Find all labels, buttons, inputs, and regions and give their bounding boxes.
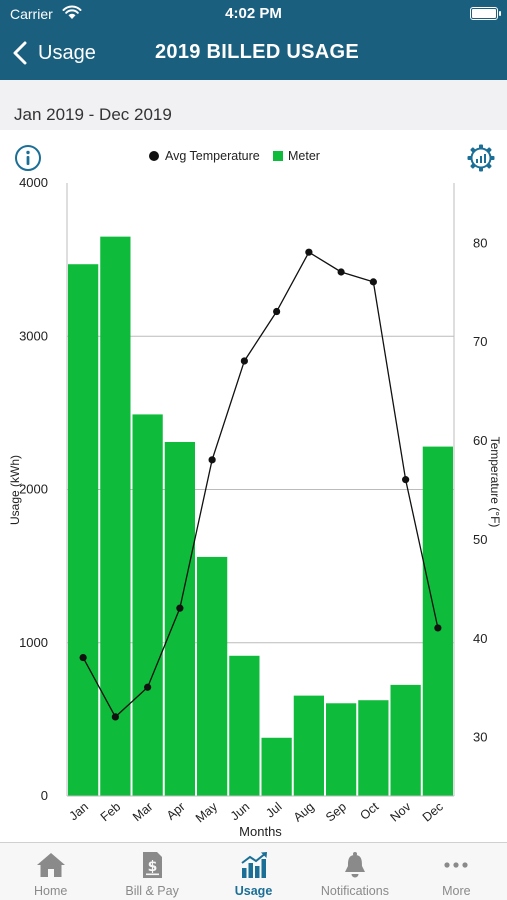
temperature-point-jan: [79, 653, 87, 662]
temperature-point-jun: [240, 357, 248, 365]
back-button[interactable]: Usage: [12, 38, 96, 68]
temperature-point-mar: [144, 683, 152, 691]
bar-jul: [261, 737, 292, 796]
legend-label-temperature: Avg Temperature: [165, 149, 260, 163]
tab-more[interactable]: More: [406, 843, 507, 900]
usage-chart-icon: [240, 852, 267, 878]
y2-tick-label-4: 70: [473, 334, 487, 349]
x-tick-label-nov: Nov: [388, 799, 415, 824]
bar-feb: [100, 236, 131, 796]
y-tick-label-3: 3000: [19, 328, 48, 343]
bar-may: [197, 556, 228, 796]
home-icon: [36, 853, 65, 877]
date-range-bar: Jan 2019 - Dec 2019: [0, 80, 507, 130]
x-tick-label-sep: Sep: [323, 800, 349, 825]
x-tick-label-aug: Aug: [291, 800, 317, 825]
bar-apr: [164, 441, 195, 796]
gear-icon[interactable]: [466, 143, 496, 173]
status-time: 4:02 PM: [225, 5, 282, 22]
temperature-point-may: [208, 456, 216, 464]
tab-notifications[interactable]: Notifications: [304, 843, 405, 900]
legend-label-meter: Meter: [288, 149, 320, 163]
bar-jun: [229, 655, 260, 796]
tab-notifications-label: Notifications: [320, 884, 389, 898]
y2-tick-label-1: 40: [473, 631, 487, 646]
more-icon: [444, 862, 468, 868]
temperature-point-sep: [337, 268, 345, 276]
y2-tick-label-5: 80: [473, 235, 487, 250]
bar-mar: [132, 414, 163, 796]
battery-icon: [470, 7, 498, 20]
y-tick-label-2: 2000: [19, 482, 48, 497]
x-tick-label-feb: Feb: [98, 800, 124, 825]
bar-dec: [422, 446, 453, 796]
y-axis-title: Usage (kWh): [8, 455, 22, 525]
usage-chart: 0 1000 2000 3000 4000 30 40 50 60 70 80 Jan Feb Mar Ap…: [0, 130, 507, 842]
tab-home-label: Home: [34, 884, 68, 898]
carrier-label: Carrier: [10, 6, 53, 22]
y2-tick-label-0: 30: [473, 730, 487, 745]
temperature-line: [82, 251, 439, 718]
y-tick-label-4: 4000: [19, 175, 48, 190]
bar-sep: [326, 703, 357, 796]
bill-icon: $: [143, 852, 163, 878]
wifi-icon: [62, 5, 82, 19]
battery-cap: [499, 11, 501, 16]
temperature-point-aug: [305, 248, 313, 256]
legend-marker-meter: [273, 151, 283, 161]
bar-aug: [293, 695, 324, 796]
x-tick-label-jul: Jul: [263, 800, 284, 821]
temperature-point-oct: [369, 278, 377, 286]
temperature-point-jul: [273, 307, 281, 316]
x-axis-title: Months: [239, 824, 282, 839]
y-tick-label-1: 1000: [19, 635, 48, 650]
x-tick-label-jun: Jun: [228, 800, 252, 824]
back-button-label: Usage: [38, 41, 96, 64]
tab-more-label: More: [442, 884, 471, 898]
y2-axis-title: Temperature (°F): [488, 437, 502, 528]
tab-bar: Home $ Bill & Pay Usage Notifications: [0, 842, 507, 900]
x-tick-label-apr: Apr: [164, 800, 188, 823]
page-title: 2019 BILLED USAGE: [155, 41, 360, 63]
nav-bar: Usage 2019 BILLED USAGE: [0, 28, 507, 80]
x-tick-label-dec: Dec: [420, 800, 446, 825]
x-tick-label-oct: Oct: [357, 799, 381, 823]
tab-bill-pay[interactable]: $ Bill & Pay: [101, 843, 202, 900]
bar-nov: [390, 684, 421, 796]
legend-marker-temperature: [149, 151, 159, 161]
svg-text:$: $: [148, 859, 158, 875]
tab-bill-pay-label: Bill & Pay: [125, 884, 179, 898]
info-icon[interactable]: [14, 144, 42, 172]
temperature-point-nov: [402, 476, 410, 484]
bell-icon: [344, 852, 365, 878]
y2-tick-label-2: 50: [473, 532, 487, 547]
tab-usage-label: Usage: [234, 884, 273, 898]
temperature-point-apr: [176, 604, 184, 612]
y-tick-label-0: 0: [41, 788, 48, 803]
y2-tick-label-3: 60: [473, 433, 487, 448]
status-bar: Carrier 4:02 PM: [0, 0, 507, 28]
tab-usage[interactable]: Usage: [203, 843, 304, 900]
bar-oct: [358, 700, 389, 796]
bar-jan: [68, 264, 99, 796]
x-tick-label-mar: Mar: [130, 800, 155, 825]
tab-home[interactable]: Home: [0, 843, 101, 900]
temperature-point-feb: [111, 713, 119, 721]
x-tick-label-jan: Jan: [67, 800, 91, 824]
date-range-label: Jan 2019 - Dec 2019: [14, 105, 172, 124]
x-tick-label-may: May: [193, 799, 221, 825]
chevron-left-icon: [13, 41, 27, 65]
usage-chart-svg: 0 1000 2000 3000 4000 30 40 50 60 70 80 Jan Feb Mar Ap…: [8, 149, 502, 839]
temperature-point-dec: [434, 624, 442, 632]
